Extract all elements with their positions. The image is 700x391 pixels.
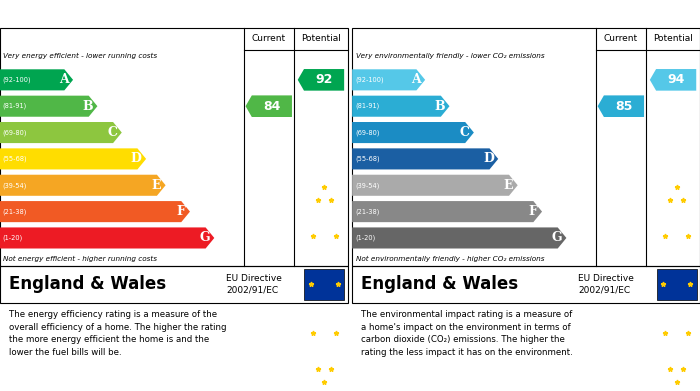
Polygon shape — [352, 96, 449, 117]
Polygon shape — [650, 69, 696, 91]
Polygon shape — [598, 95, 644, 117]
Text: 85: 85 — [615, 100, 632, 113]
Text: (69-80): (69-80) — [3, 129, 27, 136]
Text: EU Directive
2002/91/EC: EU Directive 2002/91/EC — [578, 274, 634, 295]
Text: Potential: Potential — [653, 34, 693, 43]
Text: 92: 92 — [315, 74, 332, 86]
Polygon shape — [0, 96, 97, 117]
Text: (81-91): (81-91) — [355, 103, 379, 109]
Polygon shape — [0, 228, 214, 249]
Text: F: F — [528, 205, 538, 218]
Text: G: G — [552, 231, 562, 244]
Text: (21-38): (21-38) — [3, 208, 27, 215]
Text: Very energy efficient - lower running costs: Very energy efficient - lower running co… — [4, 52, 158, 59]
Text: (1-20): (1-20) — [3, 235, 23, 241]
Polygon shape — [352, 175, 518, 196]
Text: (39-54): (39-54) — [355, 182, 379, 188]
Text: Very environmentally friendly - lower CO₂ emissions: Very environmentally friendly - lower CO… — [356, 52, 544, 59]
Text: (69-80): (69-80) — [355, 129, 379, 136]
Polygon shape — [0, 175, 166, 196]
Polygon shape — [352, 228, 566, 249]
Polygon shape — [352, 148, 498, 169]
Text: Current: Current — [252, 34, 286, 43]
Text: (55-68): (55-68) — [3, 156, 27, 162]
Text: Environmental Impact (CO₂) Rating: Environmental Impact (CO₂) Rating — [360, 9, 623, 22]
Text: Potential: Potential — [301, 34, 341, 43]
Text: E: E — [504, 179, 513, 192]
Text: C: C — [459, 126, 470, 139]
Polygon shape — [298, 69, 344, 91]
Text: (39-54): (39-54) — [3, 182, 27, 188]
Text: (1-20): (1-20) — [355, 235, 375, 241]
Text: Current: Current — [604, 34, 638, 43]
Text: D: D — [483, 152, 494, 165]
Text: (55-68): (55-68) — [355, 156, 379, 162]
Polygon shape — [246, 95, 292, 117]
Text: B: B — [83, 100, 93, 113]
Polygon shape — [0, 122, 122, 143]
Bar — [304, 269, 344, 300]
Text: C: C — [107, 126, 118, 139]
Text: England & Wales: England & Wales — [360, 275, 518, 294]
Polygon shape — [352, 201, 542, 222]
Text: G: G — [199, 231, 210, 244]
Text: (92-100): (92-100) — [355, 77, 384, 83]
Polygon shape — [0, 201, 190, 222]
Text: E: E — [152, 179, 161, 192]
Text: B: B — [435, 100, 445, 113]
Text: 84: 84 — [262, 100, 280, 113]
Text: (81-91): (81-91) — [3, 103, 27, 109]
Text: The environmental impact rating is a measure of
a home's impact on the environme: The environmental impact rating is a mea… — [360, 310, 573, 357]
Text: Energy Efficiency Rating: Energy Efficiency Rating — [8, 9, 192, 22]
Polygon shape — [352, 69, 425, 90]
Text: Not environmentally friendly - higher CO₂ emissions: Not environmentally friendly - higher CO… — [356, 255, 544, 262]
Text: D: D — [131, 152, 142, 165]
Bar — [657, 269, 696, 300]
Text: The energy efficiency rating is a measure of the
overall efficiency of a home. T: The energy efficiency rating is a measur… — [8, 310, 226, 357]
Polygon shape — [352, 122, 474, 143]
Text: A: A — [411, 74, 421, 86]
Text: 94: 94 — [667, 74, 685, 86]
Text: Not energy efficient - higher running costs: Not energy efficient - higher running co… — [4, 255, 158, 262]
Text: (92-100): (92-100) — [3, 77, 31, 83]
Text: A: A — [59, 74, 69, 86]
Text: F: F — [176, 205, 186, 218]
Text: (21-38): (21-38) — [355, 208, 379, 215]
Text: England & Wales: England & Wales — [8, 275, 166, 294]
Polygon shape — [0, 148, 146, 169]
Text: EU Directive
2002/91/EC: EU Directive 2002/91/EC — [226, 274, 282, 295]
Polygon shape — [0, 69, 73, 90]
